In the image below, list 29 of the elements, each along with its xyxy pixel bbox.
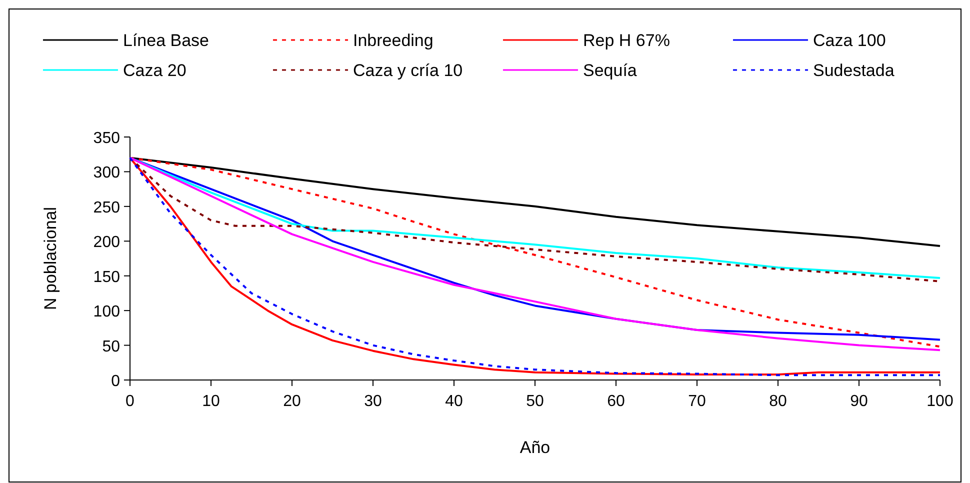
- legend-label: Sequía: [583, 61, 638, 80]
- x-tick-label: 80: [769, 393, 787, 410]
- x-axis-title: Año: [520, 438, 550, 457]
- y-tick-label: 100: [93, 304, 120, 321]
- legend-label: Inbreeding: [353, 31, 434, 50]
- y-tick-label: 350: [93, 130, 120, 147]
- legend-label: Caza 100: [813, 31, 886, 50]
- x-tick-label: 30: [364, 393, 382, 410]
- x-tick-label: 10: [202, 393, 220, 410]
- y-tick-label: 150: [93, 268, 120, 286]
- legend-label: Caza y cría 10: [353, 61, 463, 80]
- x-tick-label: 90: [850, 393, 868, 410]
- legend-label: Rep H 67%: [583, 31, 670, 50]
- y-tick-label: 0: [111, 373, 120, 390]
- x-tick-label: 40: [445, 393, 463, 410]
- legend-label: Caza 20: [123, 61, 186, 80]
- legend-label: Sudestada: [813, 61, 895, 80]
- x-tick-label: 70: [688, 393, 706, 410]
- x-tick-label: 20: [283, 393, 301, 410]
- legend-label: Línea Base: [123, 31, 210, 50]
- y-tick-label: 300: [93, 164, 120, 182]
- x-tick-label: 0: [126, 393, 135, 410]
- y-tick-label: 50: [102, 338, 120, 356]
- y-tick-label: 250: [93, 199, 120, 216]
- x-tick-label: 50: [526, 393, 544, 410]
- y-axis-title: N poblacional: [41, 206, 60, 310]
- x-tick-label: 60: [607, 393, 625, 410]
- y-tick-label: 200: [93, 234, 120, 252]
- x-tick-label: 100: [926, 393, 954, 410]
